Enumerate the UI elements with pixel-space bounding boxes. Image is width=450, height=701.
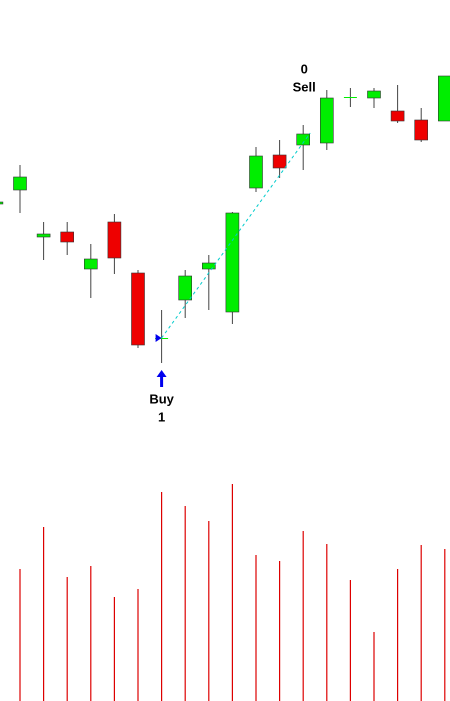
candle-body bbox=[319, 97, 334, 144]
candle-body bbox=[36, 233, 51, 238]
buy-marker bbox=[155, 334, 162, 342]
candle-body bbox=[178, 275, 192, 301]
candle-body bbox=[367, 90, 381, 99]
trade-label: Buy bbox=[149, 391, 174, 406]
candle-body bbox=[131, 272, 145, 346]
candle-body bbox=[60, 231, 75, 243]
candle-body bbox=[272, 154, 287, 169]
trade-qty: 0 bbox=[301, 61, 308, 76]
candle-body bbox=[107, 221, 122, 259]
trade-line bbox=[161, 132, 311, 339]
candle-body bbox=[343, 97, 357, 98]
trade-label: Sell bbox=[293, 79, 316, 94]
candle-body bbox=[0, 201, 4, 205]
candle-body bbox=[225, 212, 240, 313]
candle-body bbox=[414, 119, 429, 141]
candle-body bbox=[296, 133, 311, 146]
candle-body bbox=[84, 258, 98, 270]
trade-qty: 1 bbox=[158, 409, 165, 424]
candle-body bbox=[155, 338, 169, 339]
buy-arrow bbox=[156, 370, 167, 387]
candle-body bbox=[13, 176, 27, 191]
candle-body bbox=[437, 75, 450, 122]
candle-body bbox=[390, 110, 405, 122]
candle-body bbox=[202, 262, 216, 270]
candle-body bbox=[249, 155, 263, 189]
